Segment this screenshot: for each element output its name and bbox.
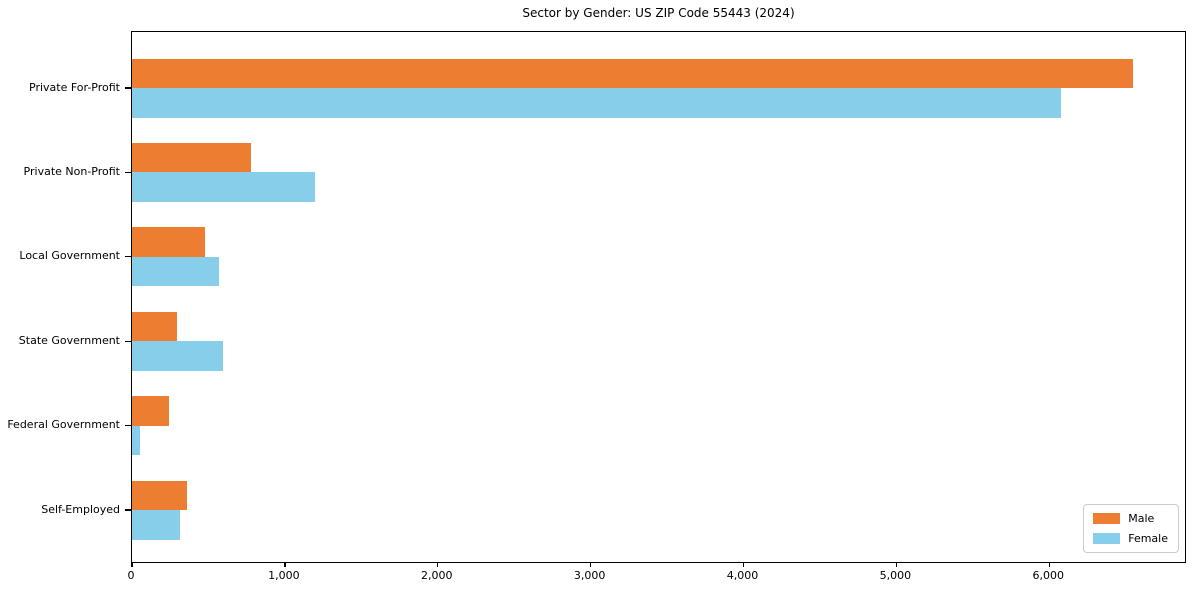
legend: Male Female — [1083, 504, 1179, 553]
y-tick-label: Private For-Profit — [29, 80, 120, 94]
y-tick-mark — [125, 424, 132, 427]
legend-item-male: Male — [1093, 512, 1168, 525]
bar-female-private-for-profit — [132, 88, 1062, 118]
x-tick-mark — [437, 562, 439, 567]
bar-male-state-government — [132, 311, 178, 342]
y-tick-mark — [125, 509, 132, 511]
x-tick-mark — [131, 562, 133, 567]
y-tick-mark — [125, 171, 132, 174]
legend-label-female: Female — [1128, 532, 1168, 545]
x-tick-mark — [895, 562, 898, 567]
y-tick-label: Local Government — [19, 249, 120, 263]
y-tick-mark — [125, 256, 132, 258]
legend-item-female: Female — [1093, 532, 1168, 545]
x-tick-label: 6,000 — [1032, 569, 1064, 582]
y-tick-label: Self-Employed — [41, 502, 120, 516]
bar-male-private-non-profit — [132, 142, 252, 173]
y-tick-label: Federal Government — [7, 418, 120, 432]
bar-male-federal-government — [132, 396, 170, 426]
y-tick-label: State Government — [18, 333, 120, 347]
bar-male-local-government — [132, 227, 206, 257]
bar-female-federal-government — [132, 425, 140, 456]
y-tick-mark — [125, 87, 132, 89]
legend-label-male: Male — [1128, 512, 1155, 525]
x-tick-mark — [284, 562, 286, 567]
x-tick-mark — [742, 562, 745, 567]
chart-title: Sector by Gender: US ZIP Code 55443 (202… — [522, 6, 795, 20]
y-tick-mark — [125, 340, 132, 342]
legend-swatch-male — [1093, 513, 1121, 524]
x-tick-label: 0 — [127, 569, 135, 582]
bar-female-local-government — [132, 256, 220, 287]
legend-swatch-female — [1093, 533, 1121, 544]
x-tick-mark — [589, 562, 592, 567]
x-tick-label: 5,000 — [879, 569, 912, 582]
bar-female-state-government — [132, 341, 223, 371]
bar-female-private-non-profit — [132, 172, 315, 202]
x-tick-label: 4,000 — [726, 569, 759, 582]
x-tick-label: 3,000 — [573, 569, 606, 582]
bar-male-private-for-profit — [132, 58, 1134, 88]
bar-male-self-employed — [132, 480, 188, 510]
y-tick-label: Private Non-Profit — [23, 164, 120, 178]
plot-area: Male Female — [125, 31, 1186, 567]
x-tick-mark — [1048, 562, 1050, 567]
x-tick-label: 2,000 — [420, 569, 453, 582]
bar-female-self-employed — [132, 510, 181, 540]
x-tick-label: 1,000 — [268, 569, 300, 582]
